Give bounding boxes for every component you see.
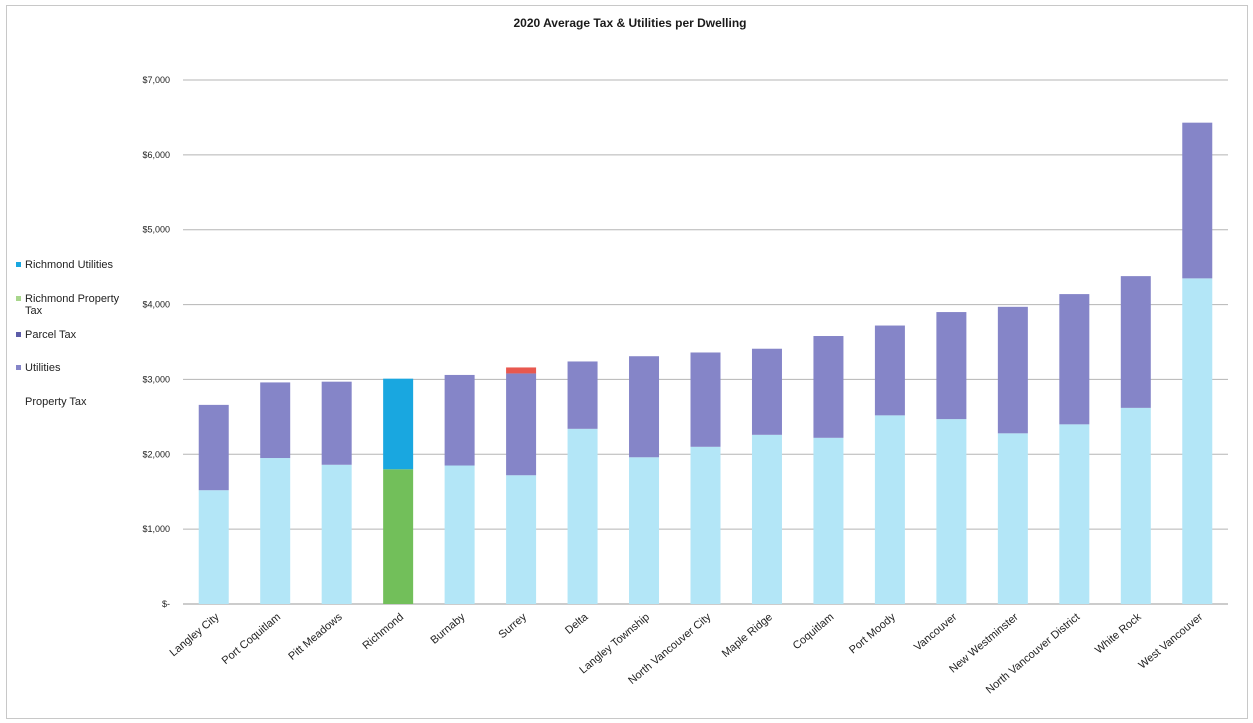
bar-segment: [506, 475, 537, 604]
legend-marker: [16, 262, 21, 267]
legend-item: Richmond Property Tax: [16, 293, 120, 317]
x-tick-label: Burnaby: [428, 611, 467, 647]
chart-title: 2020 Average Tax & Utilities per Dwellin…: [514, 16, 747, 30]
legend-item: Parcel Tax: [16, 329, 77, 341]
bar-segment: [198, 490, 229, 604]
bar-segment: [813, 336, 844, 438]
bar-segment: [629, 457, 660, 604]
x-tick-label: Maple Ridge: [720, 611, 775, 660]
bar-segment: [874, 415, 905, 604]
bar-segment: [1120, 407, 1151, 604]
legend-marker: [16, 332, 21, 337]
bar-segment: [1059, 424, 1090, 604]
bar-segment: [997, 306, 1028, 434]
bar-segment: [936, 312, 967, 420]
bar-segment: [874, 325, 905, 416]
x-tick-label: West Vancouver: [1136, 611, 1205, 672]
y-tick-label: $1,000: [142, 524, 170, 534]
bar-segment: [321, 381, 352, 465]
bar-segment: [444, 465, 475, 604]
y-tick-label: $2,000: [142, 449, 170, 459]
bar-segment: [444, 374, 475, 466]
bar-segment: [383, 378, 414, 470]
x-tick-label: Coquitlam: [791, 611, 837, 652]
x-tick-label: Vancouver: [912, 611, 960, 654]
bar-segment: [997, 433, 1028, 604]
legend: Richmond Utilities Richmond Property Tax Pa…: [16, 259, 120, 408]
bar-segment: [198, 404, 229, 491]
bar-segment: [936, 419, 967, 604]
y-tick-label: $5,000: [142, 225, 170, 235]
y-tick-label: $3,000: [142, 374, 170, 384]
bar-segment: [1182, 278, 1213, 604]
bar-segment: [506, 373, 537, 476]
y-tick-label: $6,000: [142, 150, 170, 160]
x-tick-label: Delta: [563, 611, 591, 637]
bar-segment: [567, 428, 598, 604]
bar-segment: [813, 437, 844, 604]
bar-segment: [690, 446, 721, 604]
bar-segment: [321, 464, 352, 604]
bar-segment: [690, 352, 721, 447]
x-tick-label: Pitt Meadows: [286, 611, 345, 663]
bar-segment: [751, 434, 782, 604]
bar-segment: [1120, 276, 1151, 408]
legend-item: Richmond Utilities: [16, 259, 114, 271]
y-tick-label: $-: [162, 599, 170, 609]
bar-segment: [1182, 122, 1213, 279]
gridlines: [183, 79, 1228, 605]
bar-segment: [383, 469, 414, 604]
y-tick-label: $4,000: [142, 300, 170, 310]
legend-marker: [16, 296, 21, 301]
bars: [198, 122, 1213, 604]
legend-marker: [16, 365, 21, 370]
y-tick-label: $7,000: [142, 75, 170, 85]
bar-segment: [629, 356, 660, 458]
x-tick-label: White Rock: [1093, 611, 1144, 657]
x-tick-label: Port Coquitlam: [220, 611, 283, 667]
bar-segment: [260, 458, 291, 604]
legend-item: Utilities: [16, 362, 61, 374]
legend-label: Utilities: [25, 362, 61, 374]
x-tick-label: Surrey: [496, 611, 529, 641]
bar-segment: [567, 361, 598, 429]
legend-label: Property Tax: [25, 396, 87, 408]
y-axis-ticks: $- $1,000 $2,000 $3,000 $4,000 $5,000 $6,000 $7…: [142, 75, 170, 609]
legend-label: Parcel Tax: [25, 329, 77, 341]
bar-segment: [260, 382, 291, 459]
bar-segment: [1059, 294, 1090, 425]
x-tick-label: Richmond: [360, 611, 406, 652]
bar-segment: [506, 367, 537, 374]
x-tick-label: Langley City: [168, 611, 222, 659]
legend-label: Richmond Utilities: [25, 259, 114, 271]
bar-segment: [751, 348, 782, 435]
x-tick-label: Port Moody: [847, 611, 898, 657]
legend-item: Property Tax: [25, 396, 87, 408]
legend-label: Richmond Property Tax: [25, 293, 120, 317]
